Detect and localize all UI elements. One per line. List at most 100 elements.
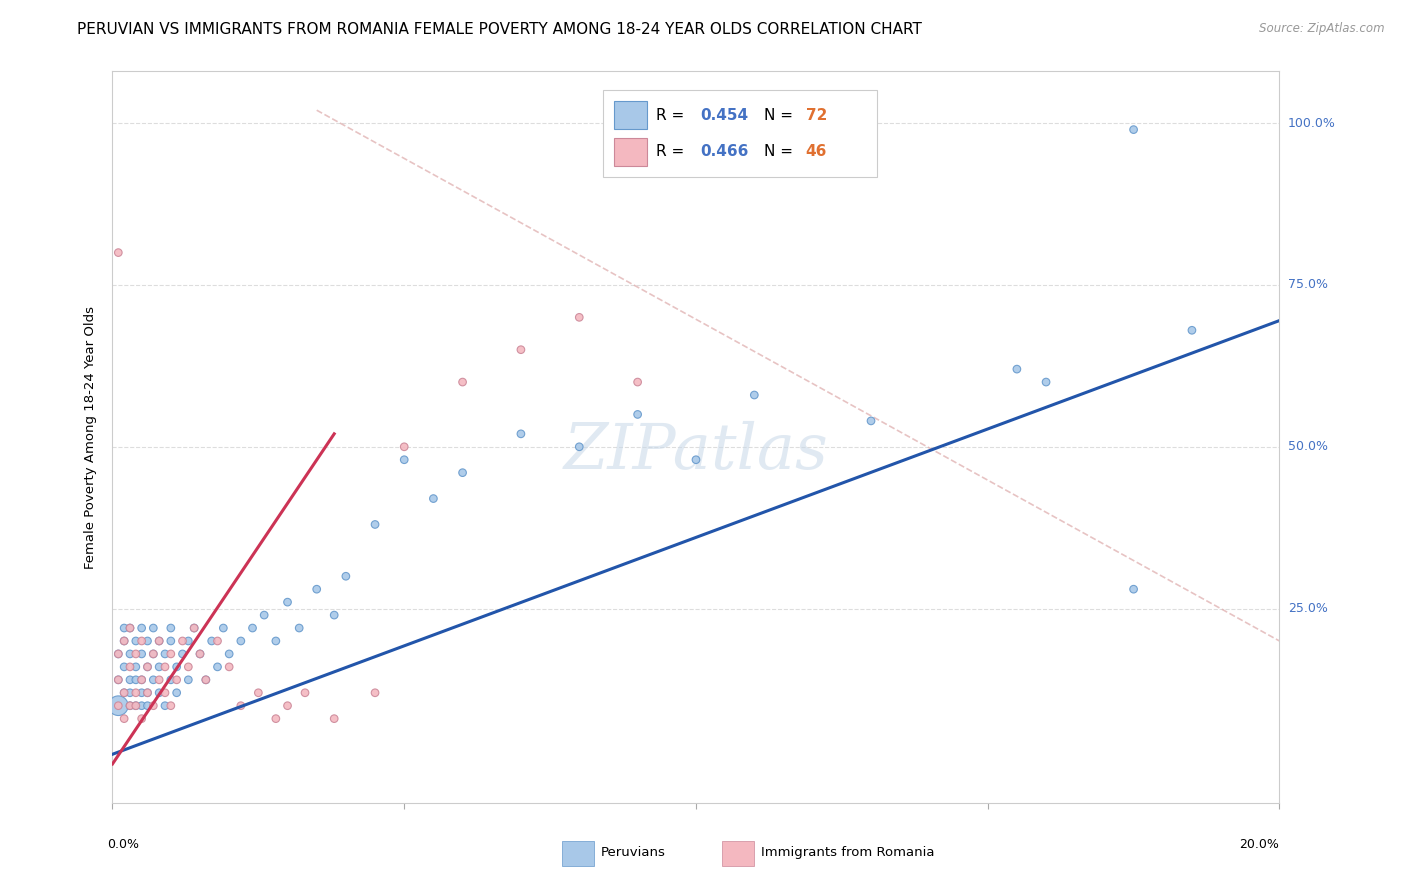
Point [148,660,170,674]
Point [166,660,188,674]
Point [160,621,183,635]
Point [1122,582,1144,597]
Point [118,621,141,635]
Point [153,698,176,713]
Point [131,712,153,726]
Point [685,452,707,467]
Point [166,686,188,700]
Point [118,621,141,635]
Point [118,647,141,661]
Point [112,686,135,700]
Text: R =: R = [657,145,689,160]
Point [153,686,176,700]
Point [131,673,153,687]
Text: N =: N = [763,108,797,123]
Point [131,673,153,687]
FancyBboxPatch shape [562,841,595,866]
Point [1122,122,1144,136]
Point [394,452,416,467]
Point [183,621,205,635]
Point [288,621,311,635]
Point [229,634,252,648]
Point [451,466,474,480]
Point [172,647,194,661]
Point [112,712,135,726]
Point [509,343,531,357]
Point [253,608,276,623]
FancyBboxPatch shape [614,138,647,166]
Point [107,673,129,687]
Point [125,698,148,713]
Point [323,712,346,726]
Point [136,634,159,648]
Point [118,698,141,713]
Point [207,660,229,674]
Point [131,621,153,635]
Point [107,698,129,713]
Text: 0.466: 0.466 [700,145,749,160]
Point [160,647,183,661]
Point [276,698,298,713]
Point [125,647,148,661]
Point [125,634,148,648]
Point [177,673,200,687]
Point [364,686,387,700]
Text: 72: 72 [806,108,827,123]
Point [125,660,148,674]
Point [131,647,153,661]
Text: Immigrants from Romania: Immigrants from Romania [761,846,935,859]
Point [125,698,148,713]
Point [568,440,591,454]
Point [172,634,194,648]
Point [305,582,328,597]
Text: 100.0%: 100.0% [1288,117,1336,129]
Point [131,634,153,648]
Point [136,660,159,674]
Point [568,310,591,325]
Point [125,686,148,700]
Text: 50.0%: 50.0% [1288,441,1327,453]
Point [118,673,141,687]
Point [509,426,531,441]
Point [148,673,170,687]
Point [451,375,474,389]
Point [160,673,183,687]
Point [131,686,153,700]
Point [148,686,170,700]
Point [107,647,129,661]
Point [142,647,165,661]
Point [112,686,135,700]
Point [207,634,229,648]
Text: ZIPatlas: ZIPatlas [564,421,828,483]
Point [188,647,211,661]
FancyBboxPatch shape [603,90,877,178]
Point [264,634,287,648]
Point [166,673,188,687]
Point [118,698,141,713]
Point [107,673,129,687]
Point [860,414,883,428]
Point [142,698,165,713]
Point [131,698,153,713]
Text: N =: N = [763,145,797,160]
Point [1005,362,1028,376]
Point [160,698,183,713]
Point [627,375,650,389]
Text: 25.0%: 25.0% [1288,602,1327,615]
Text: PERUVIAN VS IMMIGRANTS FROM ROMANIA FEMALE POVERTY AMONG 18-24 YEAR OLDS CORRELA: PERUVIAN VS IMMIGRANTS FROM ROMANIA FEMA… [77,22,922,37]
Point [194,673,217,687]
Point [177,634,200,648]
Point [1035,375,1057,389]
Point [1181,323,1204,337]
Point [148,634,170,648]
Text: 75.0%: 75.0% [1288,278,1327,292]
Point [112,660,135,674]
Point [112,634,135,648]
Point [153,647,176,661]
Point [107,698,129,713]
Point [242,621,264,635]
Point [394,440,416,454]
Point [627,408,650,422]
Point [188,647,211,661]
Point [107,647,129,661]
